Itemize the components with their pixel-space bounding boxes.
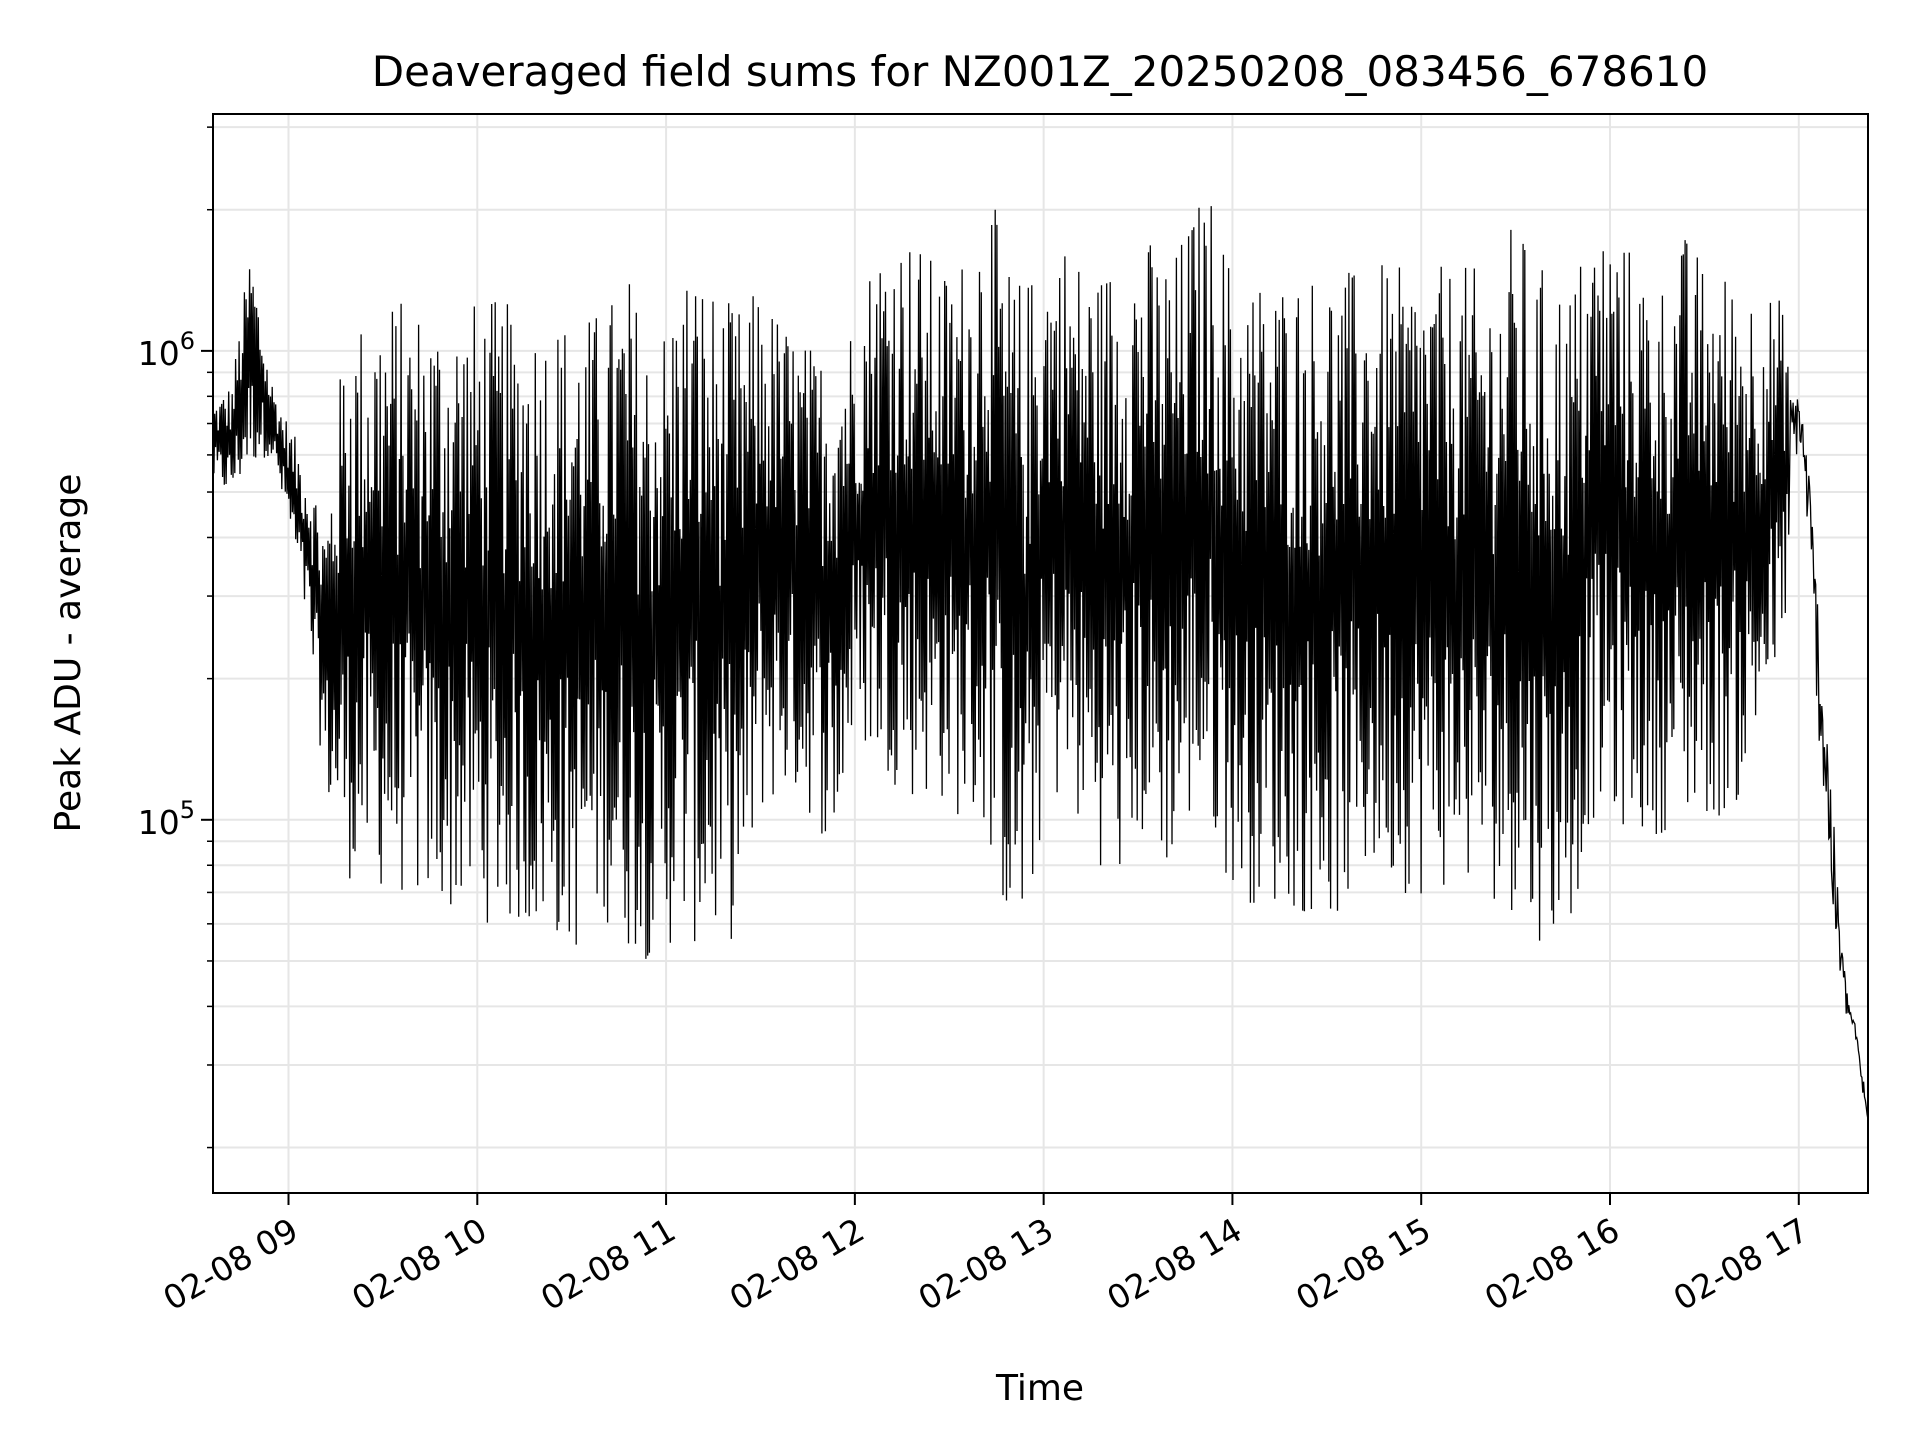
chart-title: Deaveraged field sums for NZ001Z_2025020… [372,47,1708,96]
series-line [212,206,1869,1120]
y-axis-label: Peak ADU - average [48,474,89,833]
plot-area [212,206,1869,1120]
x-axis-label: Time [995,1368,1084,1409]
y-axis: 105 106 [138,126,213,1149]
y-tick-label: 106 [138,327,195,373]
y-tick-label: 105 [138,796,195,842]
axes-frame [212,113,1869,1194]
